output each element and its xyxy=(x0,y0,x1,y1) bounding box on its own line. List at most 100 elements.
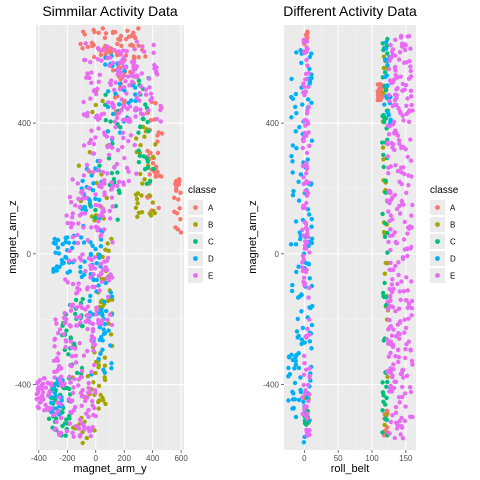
data-point xyxy=(401,118,406,123)
data-point xyxy=(117,81,123,87)
data-point xyxy=(80,388,85,393)
data-point xyxy=(381,119,387,125)
data-point xyxy=(63,235,68,241)
data-point xyxy=(64,429,70,434)
data-point xyxy=(144,181,150,186)
data-point xyxy=(102,190,107,195)
data-point xyxy=(93,390,98,396)
data-point xyxy=(58,382,63,388)
data-point xyxy=(64,213,69,218)
data-point xyxy=(73,360,79,365)
data-point xyxy=(302,118,307,123)
data-point xyxy=(141,154,146,159)
data-point xyxy=(397,203,402,209)
data-point xyxy=(131,73,136,78)
x-tick-label: 200 xyxy=(118,454,132,463)
data-point xyxy=(392,230,397,235)
data-point xyxy=(54,321,59,326)
data-point xyxy=(393,263,398,269)
data-point xyxy=(103,92,108,98)
data-point xyxy=(293,219,299,224)
data-point xyxy=(393,410,399,415)
y-tick-label: -400 xyxy=(263,381,280,390)
data-point xyxy=(384,384,389,389)
data-point xyxy=(63,433,68,438)
legend-title: classe xyxy=(430,185,459,196)
data-point xyxy=(305,35,310,40)
data-point xyxy=(401,237,407,242)
data-point xyxy=(140,44,145,49)
data-point xyxy=(78,320,83,325)
data-point xyxy=(98,52,104,58)
data-point xyxy=(115,41,120,47)
data-point xyxy=(112,165,117,170)
data-point xyxy=(388,213,393,218)
data-point xyxy=(305,382,311,388)
data-point xyxy=(389,333,395,338)
data-point xyxy=(382,280,387,286)
data-point xyxy=(290,282,295,288)
data-point xyxy=(383,88,389,93)
data-point xyxy=(102,321,108,327)
data-point xyxy=(108,343,113,348)
data-point xyxy=(102,377,108,383)
x-tick-label: -400 xyxy=(31,454,48,463)
data-point xyxy=(286,374,291,379)
data-point xyxy=(148,150,153,156)
data-point xyxy=(403,404,408,409)
data-point xyxy=(302,391,308,397)
data-point xyxy=(130,43,136,48)
data-point xyxy=(137,98,142,103)
data-point xyxy=(82,259,87,264)
data-point xyxy=(97,72,103,78)
data-point xyxy=(80,440,85,446)
data-point xyxy=(300,253,306,258)
data-point xyxy=(115,148,121,153)
data-point xyxy=(58,402,63,407)
data-point xyxy=(94,261,99,266)
data-point xyxy=(107,63,112,68)
data-point xyxy=(307,392,312,397)
data-point xyxy=(98,234,103,239)
data-point xyxy=(159,174,164,179)
data-point xyxy=(138,107,143,112)
data-point xyxy=(142,49,147,54)
data-point xyxy=(76,221,81,226)
data-point xyxy=(103,280,109,286)
data-point xyxy=(385,379,390,385)
data-point xyxy=(385,299,391,304)
data-point xyxy=(393,53,398,58)
data-point xyxy=(129,79,135,84)
data-point xyxy=(106,278,112,283)
data-point xyxy=(300,325,306,331)
data-point xyxy=(394,426,400,431)
y-axis-title: magnet_arm_z xyxy=(7,200,19,273)
data-point xyxy=(309,346,314,351)
data-point xyxy=(109,366,114,371)
data-point xyxy=(117,190,122,195)
data-point xyxy=(391,327,396,332)
data-point xyxy=(94,91,99,97)
data-point xyxy=(301,37,306,43)
data-point xyxy=(176,197,181,202)
data-point xyxy=(306,84,311,90)
data-point xyxy=(85,44,91,50)
data-point xyxy=(72,346,78,351)
data-point xyxy=(85,287,90,292)
data-point xyxy=(381,157,386,162)
data-point xyxy=(408,74,414,79)
data-point xyxy=(305,63,310,68)
data-point xyxy=(409,225,414,230)
data-point xyxy=(106,328,111,333)
data-point xyxy=(399,181,404,187)
data-point xyxy=(402,47,408,53)
data-point xyxy=(68,302,73,308)
data-point xyxy=(406,183,411,188)
data-point xyxy=(293,91,299,97)
data-point xyxy=(78,264,83,270)
data-point xyxy=(110,240,115,245)
x-axis-title: roll_belt xyxy=(331,463,370,475)
data-point xyxy=(113,91,118,96)
